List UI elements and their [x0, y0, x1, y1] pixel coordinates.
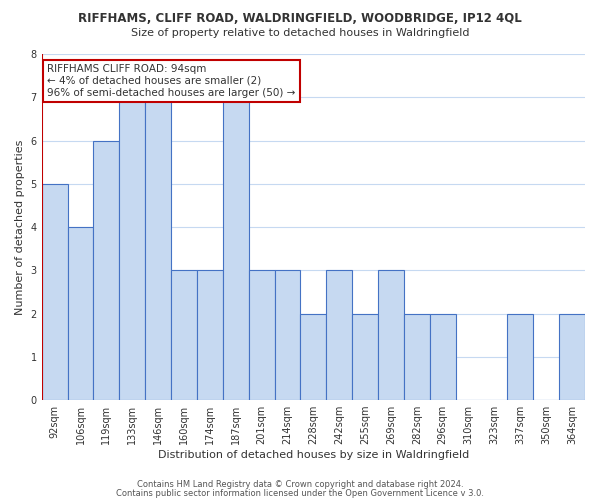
Bar: [223, 98, 248, 400]
X-axis label: Distribution of detached houses by size in Waldringfield: Distribution of detached houses by size …: [158, 450, 469, 460]
Bar: [145, 98, 171, 400]
Bar: [378, 270, 404, 400]
Bar: [301, 314, 326, 400]
Y-axis label: Number of detached properties: Number of detached properties: [15, 140, 25, 314]
Bar: [41, 184, 68, 400]
Bar: [248, 270, 275, 400]
Bar: [352, 314, 378, 400]
Bar: [404, 314, 430, 400]
Bar: [119, 98, 145, 400]
Text: Contains HM Land Registry data © Crown copyright and database right 2024.: Contains HM Land Registry data © Crown c…: [137, 480, 463, 489]
Bar: [171, 270, 197, 400]
Text: Contains public sector information licensed under the Open Government Licence v : Contains public sector information licen…: [116, 488, 484, 498]
Text: Size of property relative to detached houses in Waldringfield: Size of property relative to detached ho…: [131, 28, 469, 38]
Bar: [68, 227, 94, 400]
Bar: [94, 140, 119, 400]
Bar: [197, 270, 223, 400]
Bar: [430, 314, 455, 400]
Bar: [559, 314, 585, 400]
Bar: [508, 314, 533, 400]
Bar: [326, 270, 352, 400]
Text: RIFFHAMS CLIFF ROAD: 94sqm
← 4% of detached houses are smaller (2)
96% of semi-d: RIFFHAMS CLIFF ROAD: 94sqm ← 4% of detac…: [47, 64, 295, 98]
Bar: [275, 270, 301, 400]
Text: RIFFHAMS, CLIFF ROAD, WALDRINGFIELD, WOODBRIDGE, IP12 4QL: RIFFHAMS, CLIFF ROAD, WALDRINGFIELD, WOO…: [78, 12, 522, 26]
